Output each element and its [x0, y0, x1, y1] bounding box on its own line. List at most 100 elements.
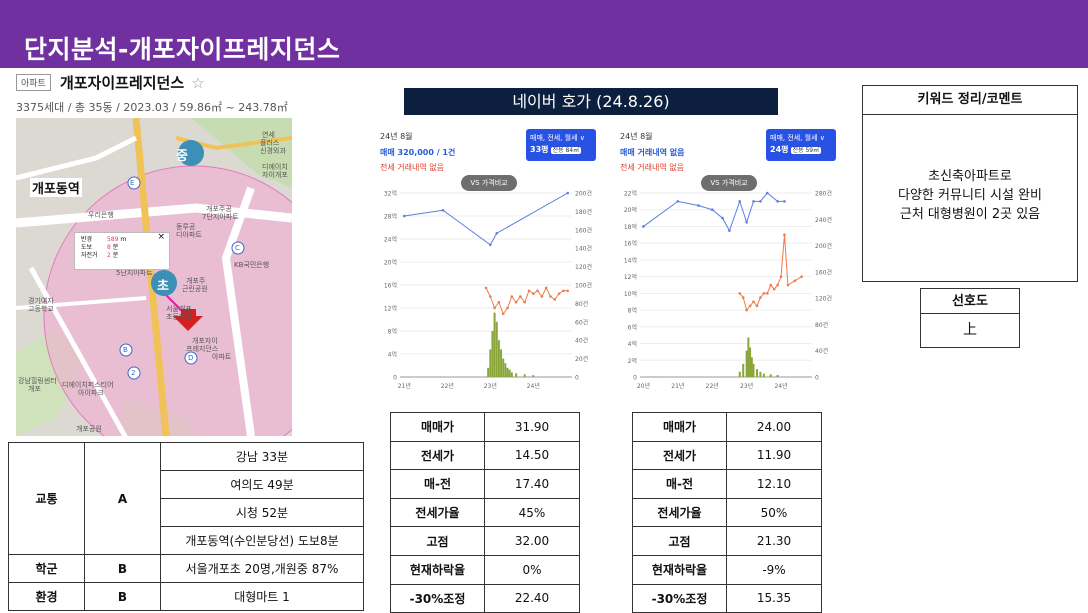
volume-bar	[769, 374, 772, 377]
y-tick-label-left: 2억	[628, 357, 637, 365]
map-pin-d[interactable]: D	[188, 354, 194, 362]
price-point	[759, 296, 762, 299]
preference-value: 上	[963, 322, 977, 338]
map-label: 아이파크	[78, 389, 104, 397]
volume-bar	[493, 312, 496, 377]
y-tick-label-left: 16억	[624, 240, 637, 248]
y-tick-label-right: 160건	[815, 268, 832, 276]
map-label: KB국민은행	[234, 261, 270, 269]
y-tick-label-left: 6억	[628, 323, 637, 331]
trade-filter-dropdown[interactable]: 매매, 전세, 월세 ∨ 33평 전용 84㎡	[526, 129, 596, 161]
price-value: 14.50	[484, 440, 580, 471]
price-point	[553, 298, 557, 301]
price-point	[495, 231, 499, 235]
price-point	[484, 286, 488, 290]
y-tick-label-left: 8억	[628, 307, 637, 315]
y-tick-label-left: 0	[393, 375, 397, 382]
y-tick-label-left: 28억	[384, 213, 397, 221]
y-tick-label-right: 120건	[815, 295, 832, 303]
price-point	[759, 200, 762, 203]
price-point	[765, 191, 769, 195]
y-tick-label-left: 18억	[624, 223, 637, 231]
volume-bar	[750, 357, 753, 377]
chart-plot: 0 2억 4억 6억 8억 10억 12억 14억 16억 18억 20억 22억 0 40건 80건 120…	[624, 190, 832, 391]
map-pin-e[interactable]: E	[130, 179, 135, 187]
compare-button[interactable]: VS 가격비교	[701, 175, 757, 191]
map-pin-2[interactable]: 2	[131, 369, 136, 377]
popup-row: 도보 8 분	[81, 244, 163, 252]
keyword-line: 다양한 커뮤니티 시설 완비	[898, 188, 1042, 203]
y-tick-label-right: 240건	[815, 216, 832, 224]
price-value: 17.40	[484, 469, 580, 499]
map-pin-c[interactable]: C	[235, 244, 240, 252]
preference-header: 선호도	[921, 289, 1019, 314]
price-key: 전세가율	[390, 497, 485, 528]
price-point	[514, 300, 518, 304]
volume-bar	[747, 337, 750, 377]
favorite-star-icon[interactable]: ☆	[191, 73, 205, 92]
title-bar: 단지분석-개포자이프레지던스	[0, 0, 1088, 68]
price-point	[549, 295, 552, 298]
y-tick-label-right: 160건	[575, 226, 592, 234]
listing-header: 아파트 개포자이프레지던스 ☆ 3375세대 / 총 35동 / 2023.03…	[16, 72, 306, 115]
popup-row-value: 589	[107, 236, 119, 243]
price-value: 12.10	[726, 469, 822, 499]
y-tick-label-right: 120건	[575, 263, 592, 271]
y-tick-label-right: 0	[815, 375, 819, 382]
price-value: 21.30	[726, 526, 822, 556]
volume-bar	[759, 371, 762, 377]
price-point	[793, 279, 797, 283]
category-cell: 환경	[8, 582, 85, 611]
popup-close-button[interactable]: ×	[157, 232, 165, 242]
price-value: 11.90	[726, 440, 822, 471]
volume-bar	[762, 373, 765, 377]
volume-bar	[497, 340, 500, 377]
volume-bar	[755, 369, 758, 377]
volume-bar	[487, 367, 490, 377]
elementary-school-marker[interactable]: 초	[157, 279, 169, 294]
map-label: 7단지아파트	[202, 213, 239, 221]
y-tick-label-right: 140건	[575, 245, 592, 253]
price-key: 매매가	[632, 412, 727, 442]
popup-row: 반경 589 m	[81, 236, 163, 244]
x-tick-label: 21년	[398, 382, 411, 390]
detail-cell: 시청 52분	[160, 498, 364, 527]
popup-row-label: 자전거	[81, 252, 98, 259]
volume-bar	[742, 363, 745, 377]
price-value: 24.00	[726, 412, 822, 442]
price-line	[739, 234, 802, 312]
compare-button[interactable]: VS 가격비교	[461, 175, 517, 191]
filter-area: 전용 84㎡	[550, 147, 582, 154]
price-point	[752, 200, 755, 203]
price-point	[783, 233, 786, 237]
map-label: 5단지아파트	[116, 269, 153, 277]
x-tick-label: 23년	[484, 382, 497, 390]
distance-popup: × 반경 589 m 도보 8 분 자전거 2 분	[74, 232, 170, 270]
map-label: 개포주	[186, 277, 206, 285]
price-point	[519, 295, 522, 298]
volume-bar	[500, 349, 503, 377]
popup-row-label: 도보	[81, 244, 93, 251]
apartment-info: 3375세대 / 총 35동 / 2023.03 / 59.86㎡ ~ 243.…	[16, 101, 288, 114]
price-point	[489, 295, 492, 298]
price-point	[527, 289, 531, 293]
station-label: 개포동역	[30, 178, 82, 197]
volume-bar	[515, 373, 518, 377]
chart-date: 24년 8월	[620, 132, 653, 141]
location-map[interactable]: 중 초 개포동역 E C B D 2 연세 플러스 신경외과 디에이치 자이개포…	[16, 118, 292, 436]
price-point	[532, 292, 535, 295]
price-key: 전세가	[390, 440, 485, 471]
y-tick-label-right: 80건	[575, 300, 588, 308]
map-label: 경기여자	[28, 297, 54, 305]
keyword-body: 초신축아파트로 다양한 커뮤니티 시설 완비 근처 대형병원이 2곳 있음	[863, 115, 1077, 224]
chart-sale-line: 매매 320,000 / 1건	[380, 148, 456, 157]
trade-filter-dropdown[interactable]: 매매, 전세, 월세 ∨ 24평 전용 59㎡	[766, 129, 836, 161]
price-key: 매매가	[390, 412, 485, 442]
map-label: 자이개포	[262, 171, 288, 179]
detail-cell: 개포동역(수인분당선) 도보8분	[160, 526, 364, 555]
map-pin-b[interactable]: B	[123, 346, 128, 354]
middle-school-marker[interactable]: 중	[176, 149, 188, 164]
detail-cell: 여의도 49분	[160, 470, 364, 499]
price-point	[800, 275, 803, 278]
